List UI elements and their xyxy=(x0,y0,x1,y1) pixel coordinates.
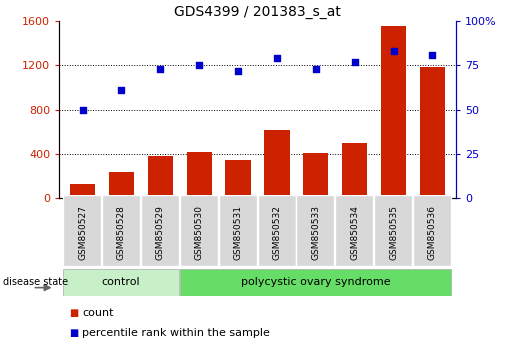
Text: ■: ■ xyxy=(70,308,79,318)
FancyBboxPatch shape xyxy=(219,195,256,266)
Point xyxy=(428,52,437,58)
FancyBboxPatch shape xyxy=(180,269,451,296)
Text: percentile rank within the sample: percentile rank within the sample xyxy=(82,328,270,338)
Title: GDS4399 / 201383_s_at: GDS4399 / 201383_s_at xyxy=(174,5,341,19)
FancyBboxPatch shape xyxy=(335,195,373,266)
Bar xyxy=(303,153,329,198)
Text: GSM850534: GSM850534 xyxy=(350,205,359,260)
Text: GSM850528: GSM850528 xyxy=(117,205,126,260)
FancyBboxPatch shape xyxy=(413,195,451,266)
Text: ■: ■ xyxy=(70,328,79,338)
FancyBboxPatch shape xyxy=(141,195,179,266)
Text: GSM850531: GSM850531 xyxy=(234,205,243,260)
FancyBboxPatch shape xyxy=(63,269,179,296)
Point xyxy=(389,48,398,54)
Bar xyxy=(420,67,445,198)
Bar xyxy=(70,184,95,198)
Bar xyxy=(148,156,173,198)
FancyBboxPatch shape xyxy=(258,195,296,266)
FancyBboxPatch shape xyxy=(296,195,334,266)
Point xyxy=(156,66,164,72)
FancyBboxPatch shape xyxy=(63,195,101,266)
FancyBboxPatch shape xyxy=(374,195,412,266)
Point xyxy=(351,59,359,65)
FancyBboxPatch shape xyxy=(102,195,140,266)
Point xyxy=(312,66,320,72)
Text: GSM850527: GSM850527 xyxy=(78,205,87,260)
Point xyxy=(78,107,87,113)
FancyBboxPatch shape xyxy=(180,195,218,266)
Text: count: count xyxy=(82,308,114,318)
Point xyxy=(195,63,203,68)
Text: GSM850535: GSM850535 xyxy=(389,205,398,260)
Point xyxy=(234,68,242,74)
Text: control: control xyxy=(102,277,141,287)
Bar xyxy=(109,172,134,198)
Text: GSM850533: GSM850533 xyxy=(311,205,320,260)
Point xyxy=(117,87,126,93)
Bar xyxy=(342,143,367,198)
Text: GSM850530: GSM850530 xyxy=(195,205,204,260)
Text: GSM850536: GSM850536 xyxy=(428,205,437,260)
Text: GSM850529: GSM850529 xyxy=(156,205,165,260)
Bar xyxy=(186,152,212,198)
Bar xyxy=(226,160,251,198)
Text: disease state: disease state xyxy=(3,277,67,287)
Bar xyxy=(381,26,406,198)
Text: GSM850532: GSM850532 xyxy=(272,205,281,260)
Text: polycystic ovary syndrome: polycystic ovary syndrome xyxy=(241,277,390,287)
Point xyxy=(273,56,281,61)
Bar xyxy=(264,130,289,198)
